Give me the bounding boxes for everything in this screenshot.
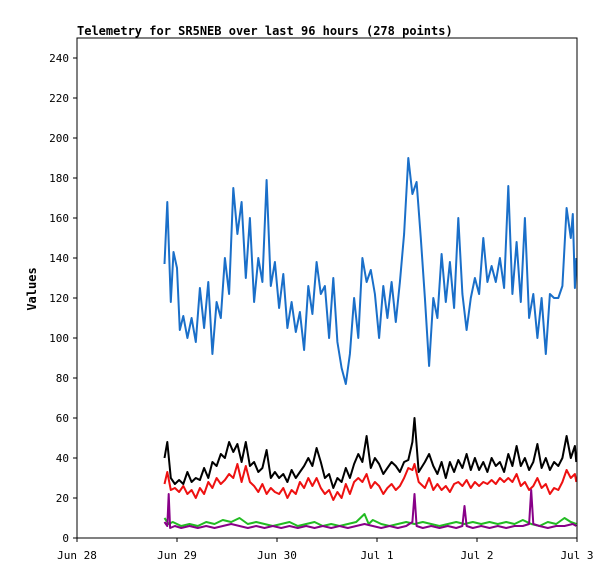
y-tick-label: 100	[49, 332, 69, 345]
y-tick-label: 180	[49, 172, 69, 185]
y-tick-label: 240	[49, 52, 69, 65]
series-line-2	[163, 417, 578, 489]
y-tick-label: 160	[49, 212, 69, 225]
series-layer	[163, 157, 578, 529]
y-axis-ticks: 0 20 40 60 80 100 120 140 160 180 200 220 240	[49, 52, 77, 545]
series-line-1	[163, 157, 578, 385]
y-tick-label: 140	[49, 252, 69, 265]
y-tick-label: 80	[56, 372, 69, 385]
x-tick-label: Jun 29	[157, 549, 197, 562]
y-tick-label: 60	[56, 412, 69, 425]
x-tick-label: Jul 3	[560, 549, 593, 562]
x-tick-label: Jul 1	[360, 549, 393, 562]
x-tick-label: Jun 28	[57, 549, 97, 562]
y-axis-label: Values	[25, 267, 39, 310]
x-axis-ticks: Jun 28 Jun 29 Jun 30 Jul 1 Jul 2 Jul 3	[57, 538, 594, 562]
y-tick-label: 40	[56, 452, 69, 465]
y-tick-label: 220	[49, 92, 69, 105]
x-tick-label: Jun 30	[257, 549, 297, 562]
y-tick-label: 200	[49, 132, 69, 145]
series-line-5	[163, 489, 577, 529]
plot-frame	[76, 37, 578, 539]
y-tick-label: 0	[62, 532, 69, 545]
x-tick-label: Jul 2	[460, 549, 493, 562]
y-tick-label: 20	[56, 492, 69, 505]
series-line-3	[163, 463, 578, 501]
chart-title: Telemetry for SR5NEB over last 96 hours …	[77, 24, 453, 38]
y-tick-label: 120	[49, 292, 69, 305]
